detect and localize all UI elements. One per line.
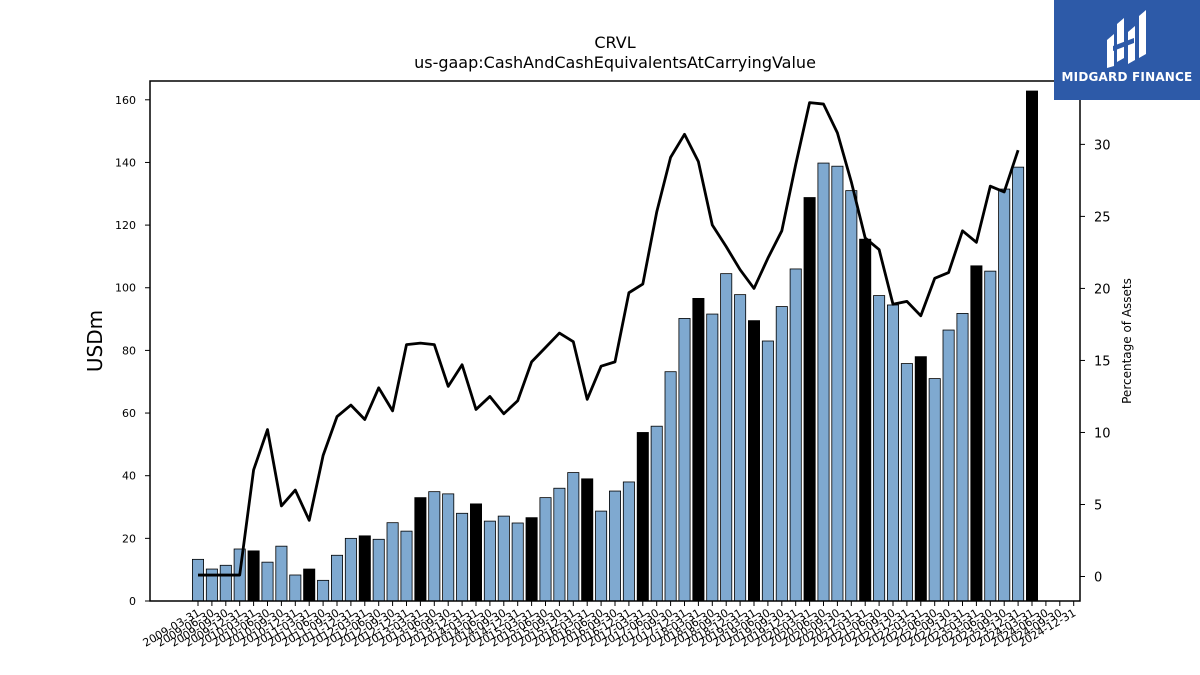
bar-2014-09-30 xyxy=(497,515,510,602)
bar-2017-06-30 xyxy=(650,425,663,602)
bar-2010-12-31 xyxy=(289,574,302,602)
percentage-line-layer xyxy=(198,101,1020,577)
right-tick-label: 15 xyxy=(1094,354,1111,369)
left-tick-label: 0 xyxy=(129,595,136,608)
left-tick-label: 100 xyxy=(115,282,136,295)
bar-2017-12-31 xyxy=(678,318,691,602)
y-axis-label: USDm xyxy=(83,310,107,372)
bar-2013-06-30 xyxy=(428,491,441,602)
bar-2012-09-30 xyxy=(386,522,399,602)
bar-2017-09-30 xyxy=(664,371,677,602)
bar-2009-09-30 xyxy=(219,564,232,602)
bar-2019-03-31 xyxy=(748,320,761,602)
right-tick-label: 30 xyxy=(1094,138,1111,153)
bar-2018-06-30 xyxy=(706,313,719,602)
bars xyxy=(191,90,1039,602)
left-tick-label: 80 xyxy=(122,344,136,357)
logo-text: MIDGARD FINANCE xyxy=(1061,70,1193,84)
bar-2022-06-30 xyxy=(928,378,941,602)
left-axis-ticks: 0 20 40 60 80 100 120 140 160 xyxy=(115,94,150,608)
right-tick-label: 20 xyxy=(1094,282,1111,297)
y2-axis-label: Percentage of Assets xyxy=(1120,278,1134,404)
bar-2013-09-30 xyxy=(442,493,455,602)
bar-2011-12-31 xyxy=(344,537,357,602)
bar-2023-09-30 xyxy=(998,188,1011,602)
chart-subtitle: us-gaap:CashAndCashEquivalentsAtCarrying… xyxy=(414,53,816,72)
bar-2010-06-30 xyxy=(261,561,274,602)
bar-2016-09-30 xyxy=(609,490,622,602)
bar-2009-03-31 xyxy=(191,558,204,602)
bar-2011-09-30 xyxy=(330,554,343,602)
percentage-of-assets-line xyxy=(198,101,1020,577)
bar-2019-09-30 xyxy=(775,306,788,602)
bar-2012-12-31 xyxy=(400,530,413,602)
left-tick-label: 60 xyxy=(122,407,136,420)
right-tick-label: 0 xyxy=(1094,571,1102,586)
bar-2020-03-31 xyxy=(803,197,816,602)
right-tick-label: 10 xyxy=(1094,426,1111,441)
bar-2017-03-31 xyxy=(636,432,649,602)
bar-2021-03-31 xyxy=(859,238,872,602)
bar-2022-03-31 xyxy=(914,356,927,602)
bar-2014-12-31 xyxy=(511,522,524,602)
bar-2018-12-31 xyxy=(734,294,747,602)
right-axis-ticks: 0 5 10 15 20 25 30 xyxy=(1080,138,1111,586)
bar-2023-12-31 xyxy=(1012,166,1025,602)
bar-2020-06-30 xyxy=(817,162,830,602)
bar-2016-12-31 xyxy=(622,481,635,602)
bar-2015-09-30 xyxy=(553,487,566,602)
left-tick-label: 40 xyxy=(122,470,136,483)
bar-2015-06-30 xyxy=(539,497,552,602)
bar-2015-12-31 xyxy=(567,472,580,602)
midgard-finance-logo: MIDGARD FINANCE xyxy=(1054,0,1200,100)
bar-2012-03-31 xyxy=(358,535,371,602)
bar-2015-03-31 xyxy=(525,517,538,602)
bar-2018-03-31 xyxy=(692,297,705,602)
bar-2022-09-30 xyxy=(942,329,955,602)
x-axis-ticks: 2009-03-312009-06-302009-09-302009-12-31… xyxy=(141,601,1078,650)
bar-2011-03-31 xyxy=(303,568,316,602)
bar-2012-06-30 xyxy=(372,538,385,602)
bar-2016-06-30 xyxy=(595,510,608,602)
bar-2014-03-31 xyxy=(469,503,482,602)
bar-2020-12-31 xyxy=(845,190,858,602)
bar-2019-06-30 xyxy=(761,340,774,602)
chart-title: CRVL xyxy=(594,33,635,52)
left-tick-label: 160 xyxy=(115,94,136,107)
bar-2021-12-31 xyxy=(900,363,913,602)
right-tick-label: 5 xyxy=(1094,498,1102,513)
bar-2014-06-30 xyxy=(483,520,496,602)
bar-2021-06-30 xyxy=(873,295,886,602)
bar-2018-09-30 xyxy=(720,273,733,602)
bar-2010-09-30 xyxy=(275,545,288,602)
left-tick-label: 20 xyxy=(122,532,136,545)
bar-2010-03-31 xyxy=(247,550,260,602)
bar-2022-12-31 xyxy=(956,313,969,602)
bar-2023-03-31 xyxy=(970,265,983,602)
right-tick-label: 25 xyxy=(1094,210,1111,225)
left-tick-label: 140 xyxy=(115,156,136,169)
bar-2021-09-30 xyxy=(887,304,900,602)
bar-2016-03-31 xyxy=(581,478,594,602)
bar-2013-03-31 xyxy=(414,497,427,602)
bar-2013-12-31 xyxy=(456,512,469,602)
bar-2020-09-30 xyxy=(831,165,844,602)
bar-2024-03-31 xyxy=(1026,90,1039,602)
logo-mark-icon xyxy=(1107,10,1146,68)
left-tick-label: 120 xyxy=(115,219,136,232)
bar-2011-06-30 xyxy=(317,579,330,602)
bar-2019-12-31 xyxy=(789,268,802,602)
bar-2023-06-30 xyxy=(984,270,997,602)
